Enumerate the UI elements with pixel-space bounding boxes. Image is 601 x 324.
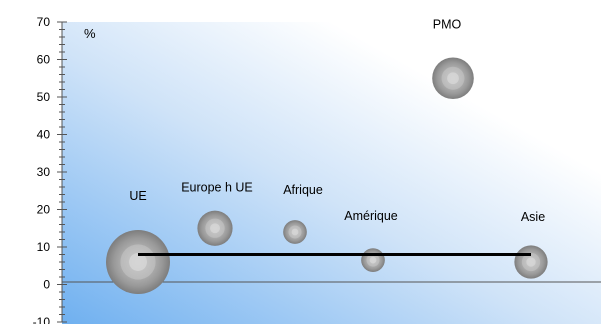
bubble-europe-h-ue bbox=[197, 210, 233, 246]
bubble-core bbox=[526, 257, 536, 267]
y-tick-label: 70 bbox=[37, 15, 51, 29]
y-tick-label: -10 bbox=[33, 315, 51, 324]
y-tick-label: 10 bbox=[37, 240, 51, 254]
bubble-label: Afrique bbox=[283, 183, 323, 197]
bubble-pmo bbox=[432, 57, 474, 100]
y-tick-label: 60 bbox=[37, 53, 51, 67]
y-axis: -10 0 10 20 30 40 50 60 70 bbox=[33, 15, 67, 324]
bubble-core bbox=[210, 223, 220, 234]
bubble-label: Asie bbox=[521, 210, 545, 224]
bubble-core bbox=[447, 72, 459, 85]
bubble-labels: UE Europe h UE Afrique Amérique PMO Asie bbox=[129, 17, 545, 224]
bubbles bbox=[106, 57, 548, 294]
bubble-core bbox=[291, 228, 299, 236]
unit-label: % bbox=[84, 26, 96, 41]
bubble-core bbox=[129, 253, 147, 271]
y-tick-label: 0 bbox=[43, 278, 50, 292]
bubble-label: Europe h UE bbox=[181, 180, 253, 194]
bubble-label: PMO bbox=[433, 17, 462, 31]
y-tick-label: 50 bbox=[37, 90, 51, 104]
bubble-ue bbox=[106, 230, 170, 294]
bubble-core bbox=[369, 256, 377, 264]
bubble-afrique bbox=[283, 220, 307, 244]
y-tick-label: 20 bbox=[37, 203, 51, 217]
y-tick-label: 30 bbox=[37, 165, 51, 179]
bubble-label: Amérique bbox=[344, 209, 398, 223]
bubble-label: UE bbox=[129, 189, 146, 203]
bubble-asie bbox=[514, 245, 548, 279]
y-tick-label: 40 bbox=[37, 128, 51, 142]
bubble-am-rique bbox=[361, 248, 385, 272]
